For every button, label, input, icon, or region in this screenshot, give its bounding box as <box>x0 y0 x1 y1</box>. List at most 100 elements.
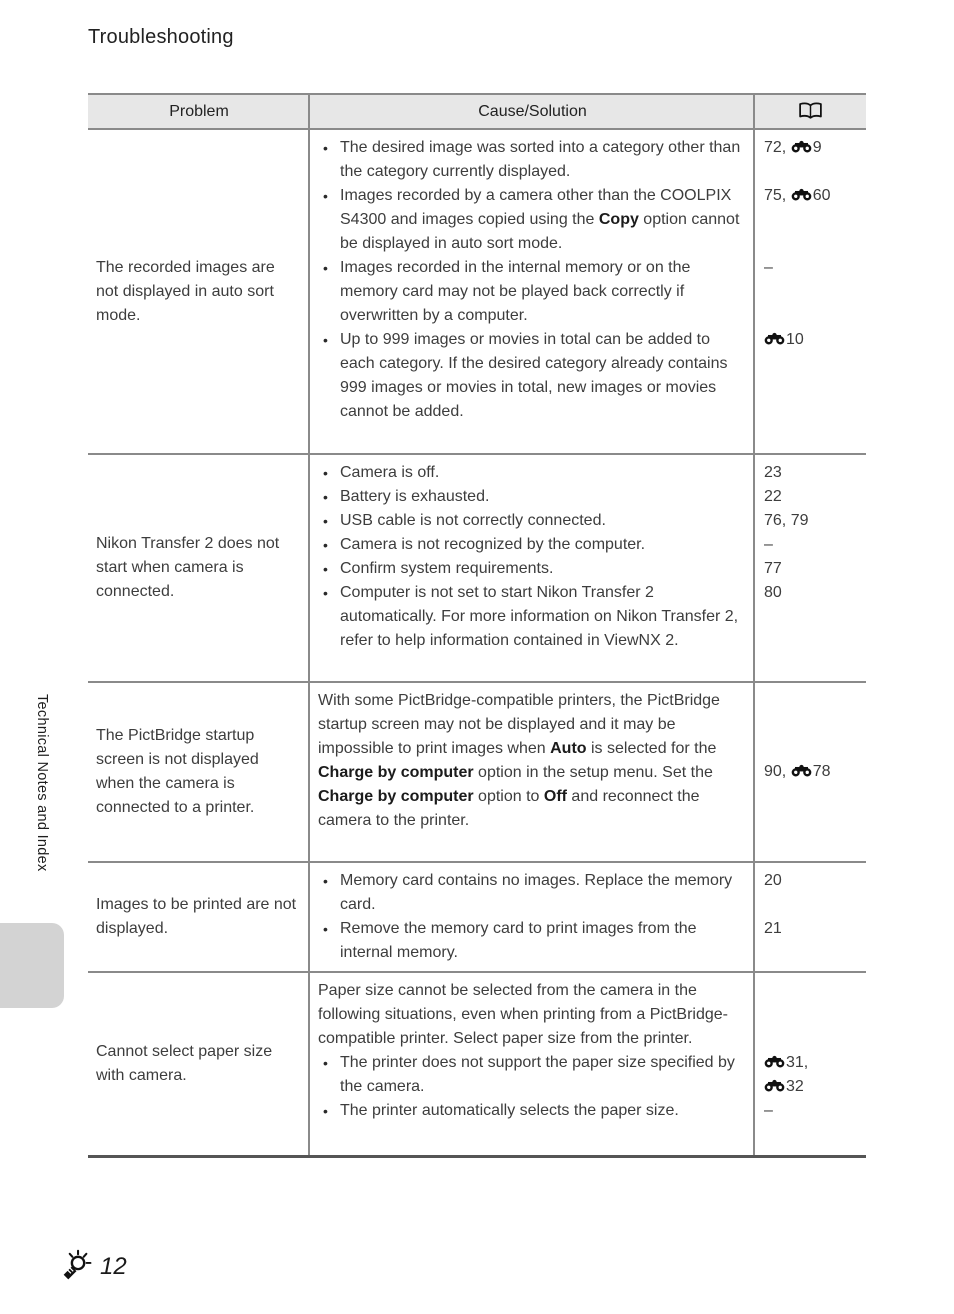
ref-cell: – <box>755 533 866 557</box>
ref-cell <box>755 979 866 1051</box>
problem-text: The recorded images are not displayed in… <box>96 258 275 324</box>
problem-text: The PictBridge startup screen is not dis… <box>96 727 259 816</box>
column-divider <box>753 455 755 681</box>
solution-item: • Images recorded by a camera other than … <box>310 184 755 256</box>
solution-ref-pair: • Remove the memory card to print images … <box>310 917 866 965</box>
solution-text: Camera is not recognized by the computer… <box>340 536 646 553</box>
solution-ref-pair: • The printer automatically selects the p… <box>310 1099 866 1149</box>
ref-cell: 31, 32 <box>755 1051 866 1099</box>
header-problem: Problem <box>169 102 229 120</box>
solution-ref-pair: • Computer is not set to start Nikon Tran… <box>310 581 866 675</box>
solution-text: Paper size cannot be selected from the c… <box>318 982 728 1047</box>
problem-cell: The recorded images are not displayed in… <box>88 130 310 453</box>
ref-cell: 21 <box>755 917 866 965</box>
open-book-icon <box>797 102 824 120</box>
solution-item: • Memory card contains no images. Replace… <box>310 869 755 917</box>
torch-icon <box>58 1246 95 1288</box>
binoculars-icon <box>791 188 812 201</box>
problem-cell: Images to be printed are not displayed. <box>88 863 310 971</box>
column-divider <box>308 95 310 128</box>
problem-text: Images to be printed are not displayed. <box>96 896 297 937</box>
problem-cell: Cannot select paper size with camera. <box>88 973 310 1155</box>
solution-ref-pair: • Images recorded by a camera other than … <box>310 184 866 256</box>
bullet-dot: • <box>323 921 328 937</box>
ref-cell: 90, 78 <box>755 689 866 855</box>
solution-item: • Computer is not set to start Nikon Tran… <box>310 581 755 675</box>
solution-ref-pair: Paper size cannot be selected from the c… <box>310 979 866 1051</box>
ref-cell: 10 <box>755 328 866 447</box>
bullet-dot: • <box>323 332 328 348</box>
solution-text: The printer does not support the paper s… <box>340 1054 735 1095</box>
solution-ref-pair: • Camera is off. 23 <box>310 461 866 485</box>
ref-cell: 22 <box>755 485 866 509</box>
solution-item: • Confirm system requirements. <box>310 557 755 581</box>
column-divider <box>308 863 310 971</box>
bullet-dot: • <box>323 513 328 529</box>
bullet-dot: • <box>323 585 328 601</box>
solution-item: • The printer does not support the paper … <box>310 1051 755 1099</box>
column-divider <box>753 683 755 861</box>
cause-solution-area: • Camera is off. 23 • Battery is exhausted. 2… <box>310 455 866 681</box>
cause-solution-area: With some PictBridge-compatible printers… <box>310 683 866 861</box>
solution-text: Computer is not set to start Nikon Trans… <box>340 584 739 649</box>
sidebar-section-tab <box>0 923 64 1008</box>
table-header: Problem Cause/Solution <box>88 93 866 130</box>
solution-item: With some PictBridge-compatible printers… <box>310 689 755 855</box>
binoculars-icon <box>791 140 812 153</box>
solution-ref-pair: • The printer does not support the paper … <box>310 1051 866 1099</box>
solution-text: Remove the memory card to print images f… <box>340 920 697 961</box>
cause-solution-area: • The desired image was sorted into a cat… <box>310 130 866 453</box>
footer: 12 <box>58 1246 127 1288</box>
bullet-dot: • <box>323 260 328 276</box>
bullet-dot: • <box>323 561 328 577</box>
ref-line: 10 <box>764 328 866 352</box>
ref-line: 21 <box>764 920 782 937</box>
binoculars-icon <box>764 1079 785 1092</box>
header-cause-solution: Cause/Solution <box>478 102 587 120</box>
ref-cell: 23 <box>755 461 866 485</box>
solution-item: • Images recorded in the internal memory … <box>310 256 755 328</box>
sidebar-section-label: Technical Notes and Index <box>34 694 50 872</box>
problem-cell: Nikon Transfer 2 does not start when cam… <box>88 455 310 681</box>
column-divider <box>308 683 310 861</box>
table-row: The PictBridge startup screen is not dis… <box>88 683 866 863</box>
ref-cell: 76, 79 <box>755 509 866 533</box>
troubleshooting-table: Problem Cause/Solution The recorded imag… <box>88 93 866 1158</box>
bullet-dot: • <box>323 465 328 481</box>
problem-text: Nikon Transfer 2 does not start when cam… <box>96 535 280 600</box>
bullet-dot: • <box>323 489 328 505</box>
ref-line: 80 <box>764 584 782 601</box>
table-row: Nikon Transfer 2 does not start when cam… <box>88 455 866 683</box>
bullet-dot: • <box>323 537 328 553</box>
ref-line: 22 <box>764 488 782 505</box>
ref-cell: 80 <box>755 581 866 675</box>
bullet-dot: • <box>323 1055 328 1071</box>
solution-item: • The desired image was sorted into a cat… <box>310 136 755 184</box>
ref-line: 23 <box>764 464 782 481</box>
bullet-dot: • <box>323 188 328 204</box>
solution-ref-pair: • Images recorded in the internal memory … <box>310 256 866 328</box>
ref-line: 90, 78 <box>764 763 831 780</box>
solution-item: • Up to 999 images or movies in total can… <box>310 328 755 447</box>
cause-solution-area: • Memory card contains no images. Replace… <box>310 863 866 971</box>
problem-cell: The PictBridge startup screen is not dis… <box>88 683 310 861</box>
table-row: Cannot select paper size with camera. Pap… <box>88 973 866 1158</box>
column-divider <box>753 130 755 453</box>
column-divider <box>753 863 755 971</box>
solution-item: Paper size cannot be selected from the c… <box>310 979 755 1051</box>
cause-solution-area: Paper size cannot be selected from the c… <box>310 973 866 1155</box>
bullet-dot: • <box>323 873 328 889</box>
ref-line: 32 <box>764 1075 866 1099</box>
solution-text: Images recorded in the internal memory o… <box>340 259 691 324</box>
column-divider <box>308 973 310 1155</box>
header-reference <box>755 102 866 120</box>
solution-ref-pair: • Camera is not recognized by the compute… <box>310 533 866 557</box>
bullet-dot: • <box>323 1103 328 1119</box>
solution-item: • USB cable is not correctly connected. <box>310 509 755 533</box>
table-row: The recorded images are not displayed in… <box>88 130 866 455</box>
solution-ref-pair: • Battery is exhausted. 22 <box>310 485 866 509</box>
solution-item: • The printer automatically selects the p… <box>310 1099 755 1149</box>
problem-text: Cannot select paper size with camera. <box>96 1043 273 1084</box>
solution-text: The desired image was sorted into a cate… <box>340 139 741 180</box>
ref-line: – <box>764 1102 773 1119</box>
